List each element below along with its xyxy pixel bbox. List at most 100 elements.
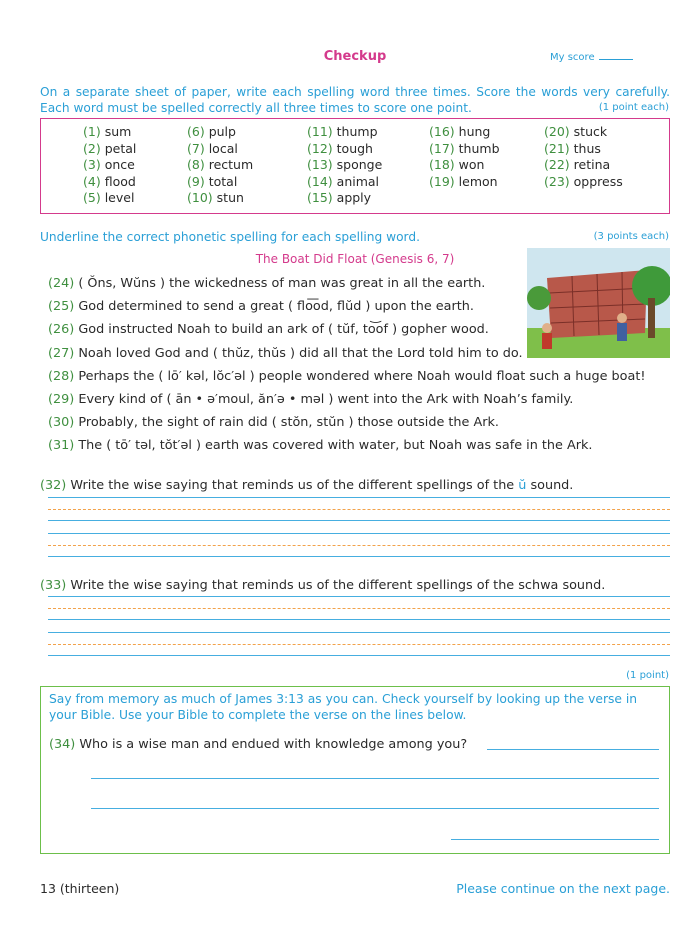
spelling-word: (3) once (83, 157, 135, 172)
spelling-word: (5) level (83, 190, 134, 205)
sentence-item: (31) The ( tō′ təl, tŏt′əl ) earth was c… (48, 438, 592, 453)
word-text: thus (573, 140, 601, 156)
word-number: (11) (307, 124, 333, 139)
word-text: sponge (336, 157, 383, 172)
question-number: (32) (40, 478, 67, 493)
sentence-item: (26) God instructed Noah to build an ark… (48, 322, 489, 337)
word-text: oppress (573, 173, 623, 189)
spelling-word: (7) local (187, 141, 238, 156)
spelling-word: (10) stun (187, 190, 244, 205)
word-number: (22) (544, 157, 570, 172)
spelling-word: (6) pulp (187, 124, 236, 139)
part3-points: (1 point) (626, 670, 669, 681)
sentence-item: (29) Every kind of ( ān • ə′moul, ăn′ə •… (48, 392, 573, 407)
word-number: (5) (83, 190, 101, 205)
word-text: thumb (458, 140, 500, 156)
spelling-word: (22) retina (544, 157, 610, 172)
word-number: (21) (544, 140, 570, 156)
question-text: Write the wise saying that reminds us of… (70, 478, 519, 493)
sentence-text[interactable]: ( Ŏns, Wŭns ) the wickedness of man was … (78, 276, 486, 291)
sentence-item: (25) God determined to send a great ( fl… (48, 299, 474, 314)
word-number: (12) (307, 140, 333, 156)
word-number: (1) (83, 124, 101, 139)
word-text: sum (104, 124, 132, 139)
spelling-word: (18) won (429, 157, 484, 172)
u-symbol: ŭ (518, 478, 527, 493)
word-text: stun (216, 190, 244, 205)
word-text: won (458, 157, 485, 172)
word-text: animal (336, 173, 380, 189)
sentence-text[interactable]: God determined to send a great ( flo͞od,… (78, 299, 474, 315)
story-title: The Boat Did Float (Genesis 6, 7) (255, 252, 455, 266)
my-score: My score (550, 52, 633, 63)
page-number: 13 (thirteen) (40, 881, 120, 896)
sentence-number: (31) (48, 438, 75, 454)
word-number: (3) (83, 157, 101, 172)
question-number: (34) (49, 737, 76, 752)
word-text: rectum (208, 157, 254, 172)
word-number: (4) (83, 173, 101, 189)
word-number: (17) (429, 140, 455, 156)
spelling-word: (15) apply (307, 190, 371, 205)
word-number: (15) (307, 190, 333, 205)
spelling-word-box: (1) sum (2) petal (3) once (4) flood (5) lev… (40, 118, 670, 214)
spelling-word: (21) thus (544, 141, 601, 156)
memory-verse-box: Say from memory as much of James 3:13 as… (40, 686, 670, 854)
word-number: (10) (187, 190, 213, 205)
spelling-word: (17) thumb (429, 141, 500, 156)
spelling-word: (13) sponge (307, 157, 382, 172)
answer-line[interactable] (451, 839, 659, 840)
score-blank[interactable] (598, 59, 633, 60)
answer-line[interactable] (487, 749, 659, 750)
sentence-text[interactable]: Noah loved God and ( thŭz, thŭs ) did al… (78, 345, 523, 361)
word-number: (23) (544, 173, 570, 189)
sentence-text[interactable]: Every kind of ( ān • ə′moul, ăn′ə • məl … (78, 392, 574, 407)
word-text: retina (573, 157, 611, 172)
instructions-text: On a separate sheet of paper, write each… (40, 85, 670, 115)
word-text: petal (104, 140, 137, 156)
sentence-text[interactable]: Perhaps the ( lō′ kəl, lŏc′əl ) people w… (78, 368, 646, 384)
question-33: (33) Write the wise saying that reminds … (40, 578, 605, 593)
word-number: (13) (307, 157, 333, 172)
score-label: My score (550, 52, 595, 63)
sentence-number: (27) (48, 345, 75, 361)
word-number: (2) (83, 140, 101, 156)
word-text: lemon (458, 173, 498, 189)
part1-instructions: On a separate sheet of paper, write each… (40, 84, 670, 116)
sentence-number: (29) (48, 392, 75, 407)
word-number: (19) (429, 173, 455, 189)
word-number: (6) (187, 124, 205, 139)
word-number: (18) (429, 157, 455, 172)
question-34: (34) Who is a wise man and endued with k… (49, 737, 467, 752)
spelling-word: (23) oppress (544, 174, 623, 189)
sentence-number: (30) (48, 415, 75, 431)
spelling-word: (12) tough (307, 141, 373, 156)
word-text: thump (336, 124, 378, 139)
sentence-text[interactable]: God instructed Noah to build an ark of (… (78, 322, 489, 338)
spelling-word: (9) total (187, 174, 237, 189)
question-text: Who is a wise man and endued with knowle… (79, 737, 468, 752)
word-number: (16) (429, 124, 455, 139)
answer-line[interactable] (91, 808, 659, 809)
word-text: hung (458, 124, 491, 139)
spelling-word: (4) flood (83, 174, 136, 189)
sentence-number: (24) (48, 276, 75, 291)
sentence-number: (25) (48, 299, 75, 315)
word-text: total (208, 173, 238, 189)
spelling-word: (14) animal (307, 174, 379, 189)
noah-ark-illustration (527, 248, 670, 358)
word-number: (20) (544, 124, 570, 139)
part1-points: (1 point each) (598, 102, 669, 113)
continue-note: Please continue on the next page. (456, 881, 670, 896)
spelling-word: (1) sum (83, 124, 131, 139)
sentence-text[interactable]: Probably, the sight of rain did ( stŏn, … (78, 415, 499, 431)
sentence-text[interactable]: The ( tō′ təl, tŏt′əl ) earth was covere… (78, 438, 593, 454)
spelling-word: (20) stuck (544, 124, 607, 139)
word-text: flood (104, 173, 136, 189)
answer-line[interactable] (91, 778, 659, 779)
word-text: level (104, 190, 135, 205)
part2-instructions: Underline the correct phonetic spelling … (40, 230, 420, 244)
spelling-word: (2) petal (83, 141, 136, 156)
page-title: Checkup (323, 49, 387, 64)
